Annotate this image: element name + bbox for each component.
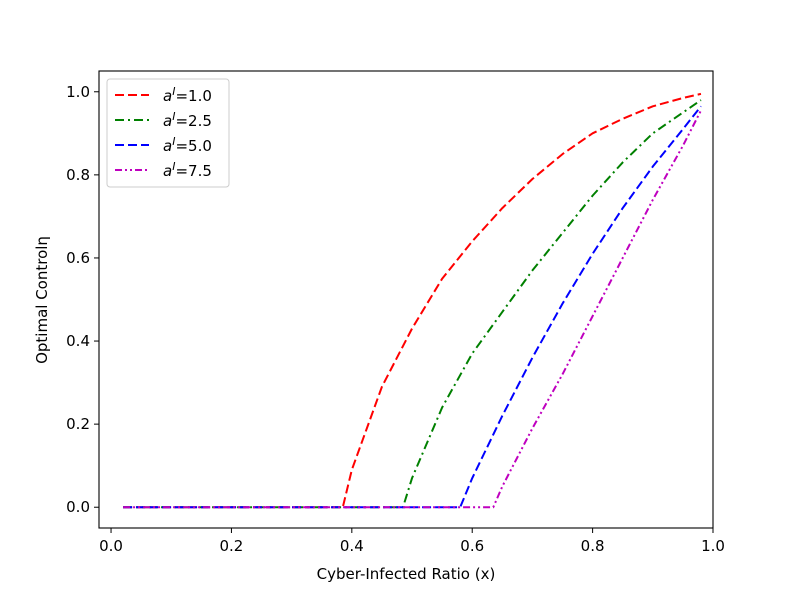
legend-label-superscript: I [172,110,175,123]
y-tick-label: 1.0 [66,83,90,101]
series-line [123,110,702,509]
series-line [123,105,702,509]
y-tick-label: 0.8 [66,166,90,184]
plot-frame [98,70,714,529]
legend-label-base: a [163,112,172,130]
legend-label-base: a [163,162,172,180]
y-tick-label: 0.0 [66,498,90,516]
legend-label: aI=1.0 [163,85,212,105]
legend-label-base: a [163,137,172,155]
y-axis-label: Optimal Controlη [33,236,51,364]
legend-label-base: a [163,87,172,105]
legend-label: aI=5.0 [163,135,212,155]
legend-label: aI=7.5 [163,160,212,180]
series-line [123,92,702,509]
x-tick-label: 1.0 [701,537,725,555]
y-tick-label: 0.4 [66,332,90,350]
x-tick-label: 0.4 [340,537,364,555]
legend: aI=1.0aI=2.5aI=5.0aI=7.5 [106,78,230,188]
legend-label-value: =1.0 [175,87,211,105]
legend-label-value: =5.0 [175,137,211,155]
y-tick-label: 0.6 [66,249,90,267]
legend-box [106,78,230,188]
legend-label-superscript: I [172,160,175,173]
series-line [123,99,702,509]
legend-label-value: =7.5 [175,162,211,180]
x-tick-label: 0.6 [460,537,484,555]
legend-label: aI=2.5 [163,110,212,130]
series-layer [123,92,702,509]
legend-label-superscript: I [172,135,175,148]
x-tick-label: 0.0 [99,537,123,555]
y-tick-label: 0.2 [66,415,90,433]
x-tick-label: 0.2 [220,537,244,555]
y-axis: 0.0 0.2 0.4 0.6 0.8 1.0 [66,83,99,516]
x-tick-label: 0.8 [581,537,605,555]
x-axis-label: Cyber-Infected Ratio (x) [317,565,496,583]
legend-label-value: =2.5 [175,112,211,130]
x-axis: 0.0 0.2 0.4 0.6 0.8 1.0 [99,528,725,555]
legend-label-superscript: I [172,85,175,98]
